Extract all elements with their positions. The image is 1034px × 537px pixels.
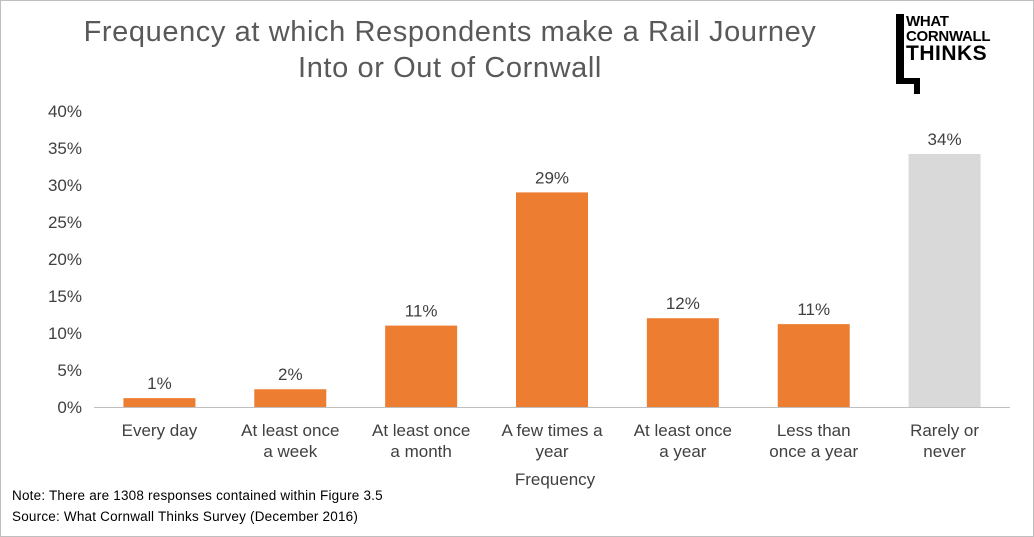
bar	[908, 153, 981, 407]
data-label: 34%	[928, 130, 962, 149]
x-tick-label: a month	[390, 442, 451, 461]
x-tick-label: At least once	[634, 421, 732, 440]
x-tick-label: a year	[659, 442, 707, 461]
data-labels: 1% 2% 11% 29% 12% 11% 34%	[147, 130, 961, 393]
y-tick-label: 40%	[48, 102, 82, 121]
bar	[646, 318, 719, 407]
x-tick-label: At least once	[241, 421, 339, 440]
bar	[254, 389, 327, 407]
data-label: 29%	[535, 168, 569, 187]
bar	[385, 325, 458, 407]
x-tick-label: Less than	[777, 421, 851, 440]
y-tick-label: 25%	[48, 213, 82, 232]
source-text: Source: What Cornwall Thinks Survey (Dec…	[12, 509, 359, 524]
bar	[777, 324, 850, 407]
logo-bracket-icon	[896, 14, 920, 94]
chart-title-line-2: Into or Out of Cornwall	[298, 52, 602, 84]
data-label: 1%	[147, 374, 172, 393]
y-tick-label: 20%	[48, 250, 82, 269]
chart-title: Frequency at which Respondents make a Ra…	[40, 14, 860, 86]
y-tick-label: 15%	[48, 287, 82, 306]
x-tick-label: A few times a	[501, 421, 603, 440]
data-label: 2%	[278, 365, 303, 384]
bar	[516, 192, 588, 407]
x-tick-label: a week	[263, 442, 317, 461]
logo-line-2: CORNWALL	[906, 28, 991, 45]
x-tick-label: Rarely or	[910, 421, 979, 440]
x-tick-label: year	[535, 442, 568, 461]
bars	[123, 153, 981, 407]
note-text: Note: There are 1308 responses contained…	[12, 488, 383, 503]
data-label: 11%	[405, 302, 438, 321]
data-label: 12%	[666, 294, 700, 313]
chart-title-line-1: Frequency at which Respondents make a Ra…	[83, 16, 817, 48]
x-axis-title: Frequency	[514, 470, 596, 489]
logo-line-1: WHAT	[906, 13, 949, 30]
x-tick-label: once a year	[769, 442, 858, 461]
y-tick-label: 35%	[48, 139, 82, 158]
logo-text: WHAT CORNWALL THINKS	[906, 13, 991, 65]
x-axis-tick-labels: Every day At least once a week At least onc…	[122, 421, 980, 461]
data-label: 11%	[797, 300, 830, 319]
y-tick-label: 30%	[48, 176, 82, 195]
y-tick-label: 5%	[57, 361, 82, 380]
x-tick-label: At least once	[372, 421, 470, 440]
logo-line-3: THINKS	[906, 42, 988, 65]
x-tick-label: Every day	[122, 421, 198, 440]
x-tick-label: never	[923, 442, 966, 461]
y-tick-label: 0%	[57, 398, 82, 417]
what-cornwall-thinks-logo: WHAT CORNWALL THINKS	[894, 12, 1024, 98]
bar	[123, 398, 196, 407]
y-tick-label: 10%	[48, 324, 82, 343]
y-axis-tick-labels: 0% 5% 10% 15% 20% 25% 30% 35% 40%	[48, 102, 82, 417]
